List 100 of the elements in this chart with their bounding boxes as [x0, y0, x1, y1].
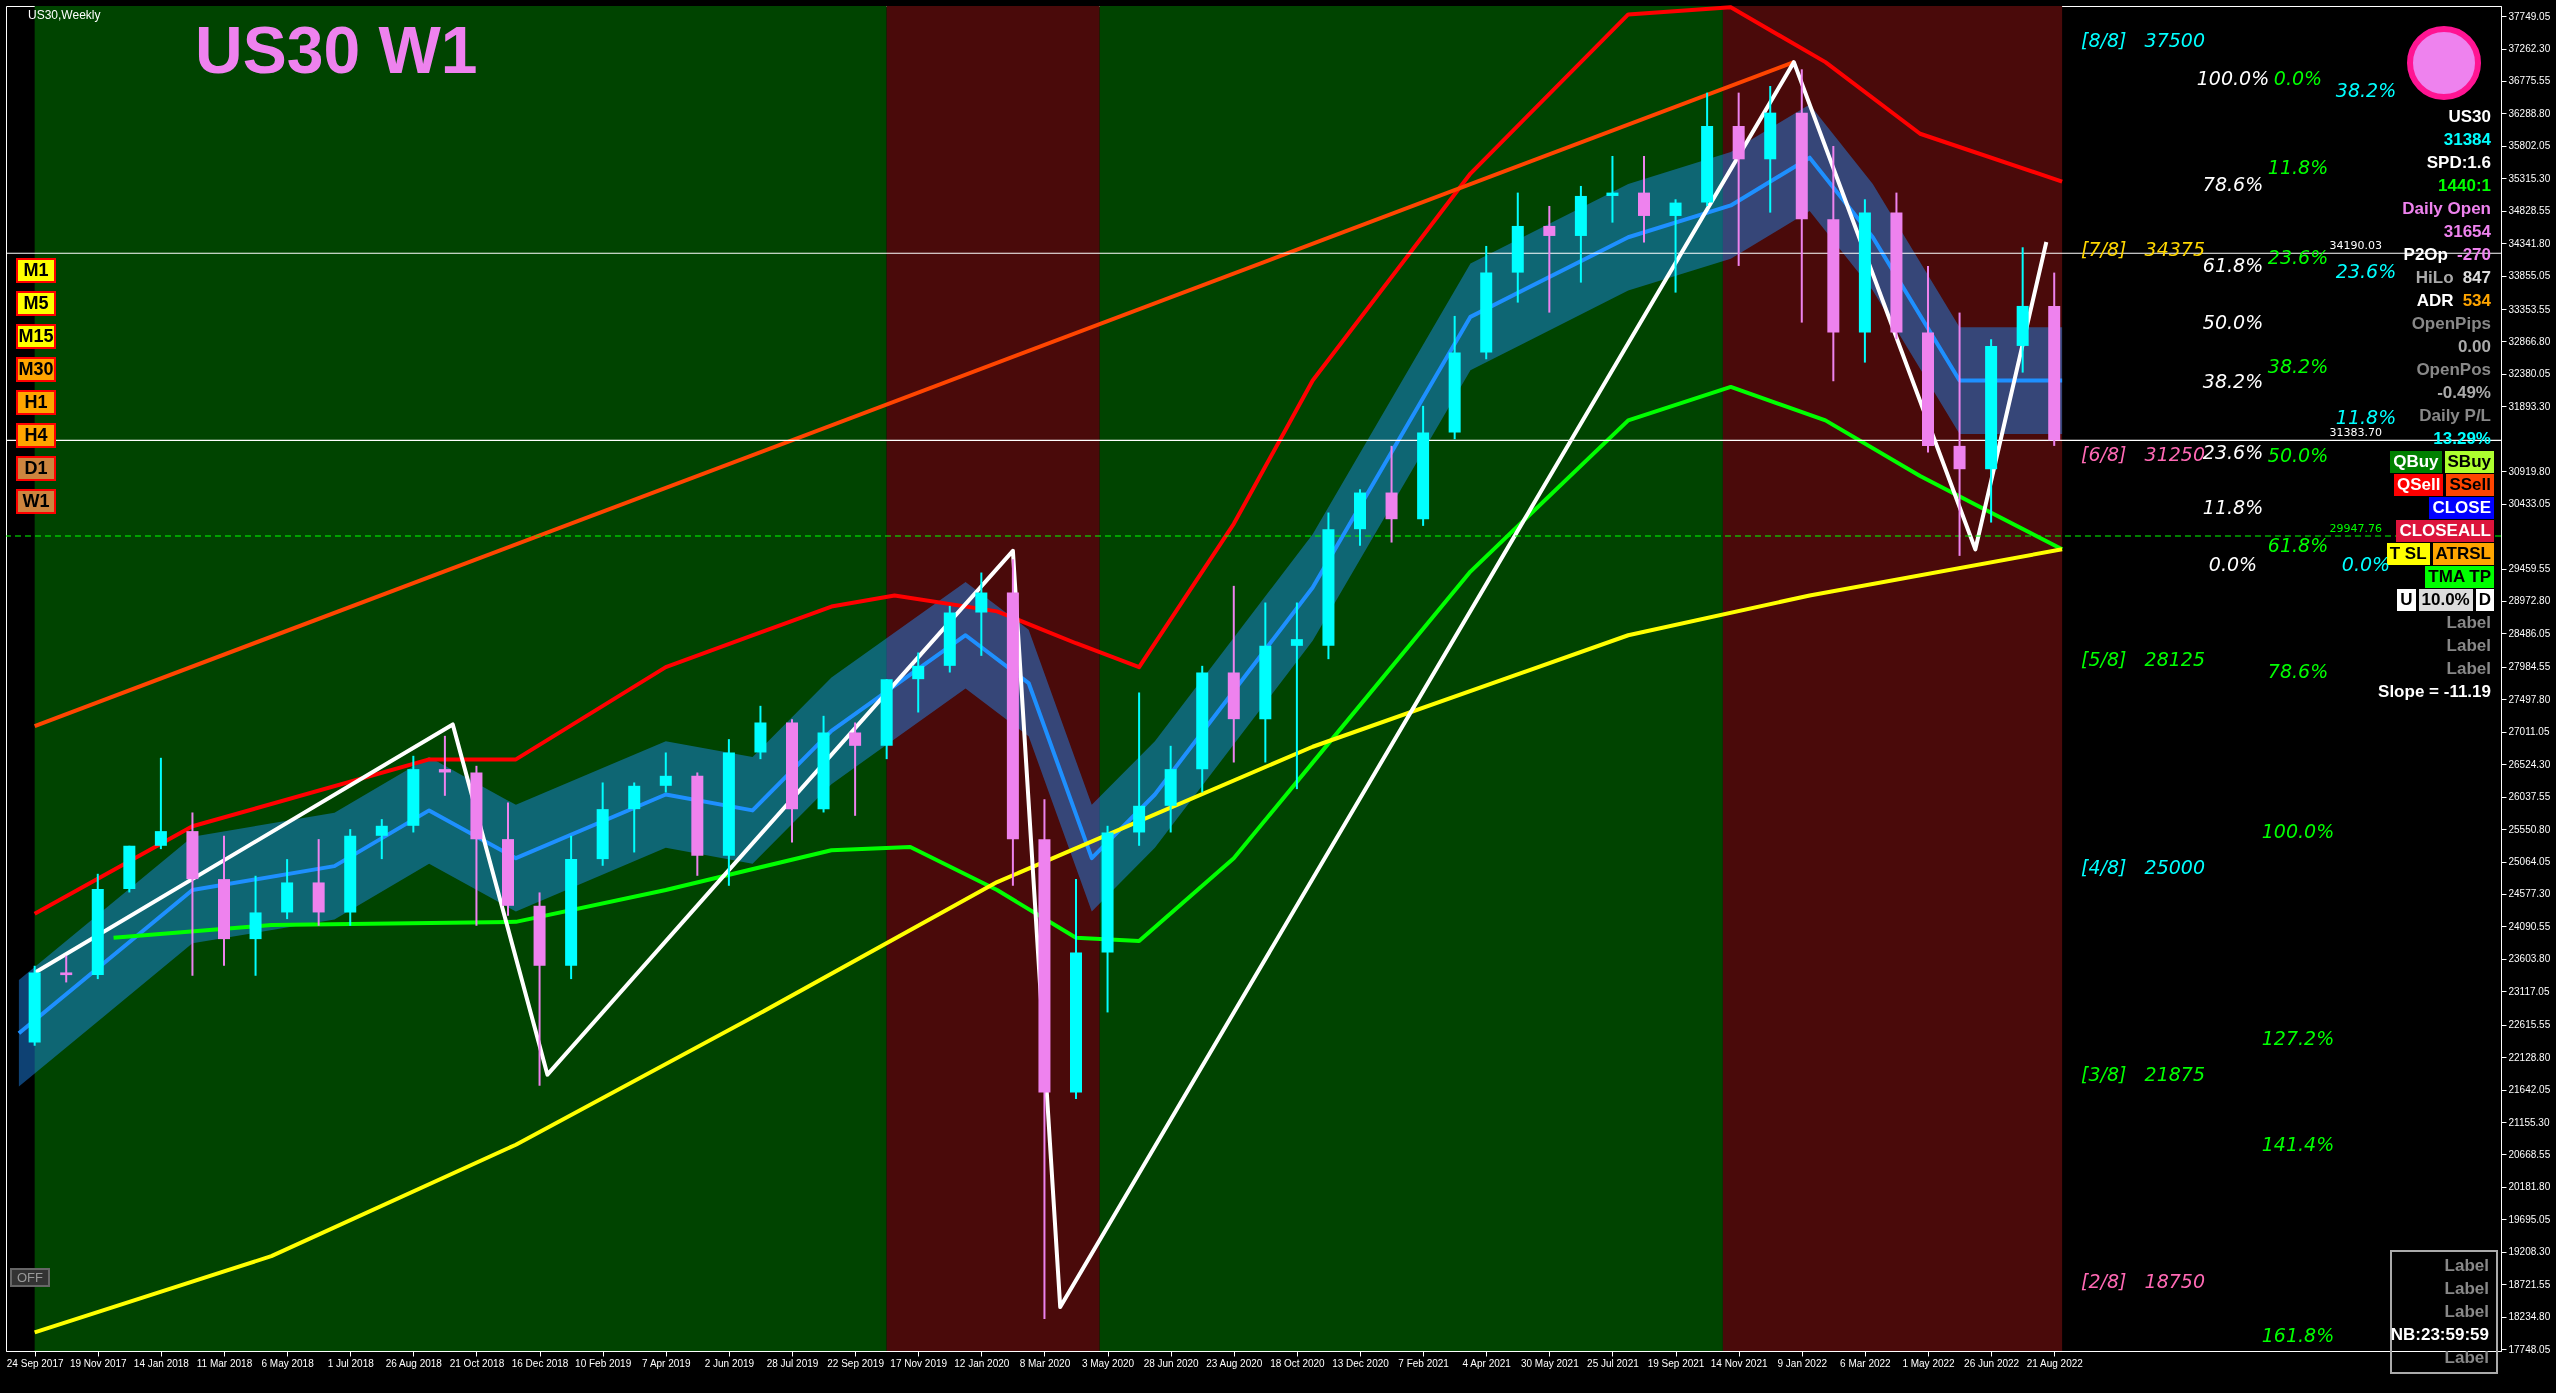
y-tick-label: 29459.55 [2508, 563, 2551, 575]
x-tick-label: 1 May 2022 [1902, 1357, 1956, 1369]
x-tick-label: 23 Aug 2020 [1206, 1357, 1263, 1369]
y-tick-label: 33855.05 [2508, 270, 2551, 282]
x-tick-label: 26 Aug 2018 [385, 1357, 443, 1369]
annotation: 38.2% [2267, 355, 2329, 378]
annotation: 38.2% [2335, 78, 2397, 101]
annotation: Daily P/L [2418, 405, 2492, 427]
timeframe-button: M1 [16, 258, 56, 283]
annotation: 61.8% [2202, 253, 2264, 276]
x-tick-label: 14 Nov 2021 [1710, 1357, 1768, 1369]
annotation: ADR [2415, 290, 2455, 312]
annotation: 38.2% [2202, 370, 2264, 393]
candlestick [60, 954, 73, 984]
x-tick-label: 19 Nov 2017 [69, 1357, 128, 1369]
x-tick-label: 28 Jul 2019 [766, 1357, 819, 1369]
y-tick-label: 18721.55 [2508, 1278, 2551, 1290]
y-tick-label: 25550.80 [2508, 823, 2551, 835]
y-tick-label: 24090.55 [2508, 920, 2551, 932]
annotation: 100.0% [2196, 67, 2270, 90]
button: QSell [2393, 474, 2444, 496]
x-tick-label: 19 Sep 2021 [1647, 1357, 1705, 1369]
ref-line-label: 31383.70 [2329, 426, 2382, 440]
annotation: 31384 [2442, 129, 2492, 151]
chart-title: US30 W1 [195, 12, 478, 88]
y-tick-label: 30433.05 [2508, 498, 2551, 510]
y-tick-label: 20668.55 [2508, 1148, 2551, 1160]
annotation: 61.8% [2267, 534, 2329, 557]
button: TMA TP [2425, 566, 2494, 588]
timeframe-button: M5 [16, 291, 56, 316]
candlestick [1606, 154, 1619, 224]
annotation: OpenPips [2410, 313, 2492, 335]
button: CLOSE [2429, 497, 2494, 519]
y-tick-label: 27497.80 [2508, 693, 2551, 705]
x-tick-label: 1 Jul 2018 [327, 1357, 375, 1369]
annotation: Label [2443, 1347, 2490, 1369]
annotation: 1440:1 [2437, 175, 2492, 197]
x-tick-label: 2 Jun 2019 [704, 1357, 755, 1369]
annotation: Label [2443, 1278, 2490, 1300]
x-tick-label: 12 Jan 2020 [954, 1357, 1010, 1369]
x-tick-label: 6 Mar 2022 [1840, 1357, 1892, 1369]
annotation: Label [2445, 658, 2492, 680]
annotation: 23.6% [2202, 441, 2264, 464]
y-tick-label: 36775.55 [2508, 75, 2551, 87]
button: U [2397, 589, 2416, 611]
timeframe-button: M30 [16, 357, 56, 382]
button: QBuy [2390, 451, 2442, 473]
annotation: 23.6% [2335, 259, 2397, 282]
annotation: Label [2443, 1255, 2490, 1277]
y-tick-label: 37262.30 [2508, 43, 2551, 54]
x-tick-label: 18 Oct 2020 [1270, 1357, 1326, 1369]
candlestick [849, 721, 862, 817]
y-tick-label: 23117.05 [2508, 985, 2550, 997]
annotation: OpenPos [2415, 359, 2492, 381]
x-tick-label: 28 Jun 2020 [1143, 1357, 1200, 1369]
annotation: 31654 [2442, 221, 2492, 243]
annotation: [8/8] 37500 [2081, 29, 2205, 52]
candlestick [628, 781, 641, 854]
x-tick-label: 11 Mar 2018 [196, 1357, 253, 1369]
button: 10.0% [2418, 589, 2473, 611]
y-tick-label: 22615.55 [2508, 1019, 2551, 1031]
annotation: 11.8% [2267, 156, 2329, 179]
y-tick-label: 28486.05 [2508, 627, 2551, 639]
y-tick-label: 22128.80 [2508, 1051, 2551, 1063]
y-tick-label: 35315.30 [2508, 172, 2551, 184]
candlestick [659, 751, 672, 794]
timeframe-button: W1 [16, 489, 56, 514]
y-tick-label: 18234.80 [2508, 1311, 2551, 1323]
annotation: HiLo [2414, 267, 2455, 289]
annotation: 0.0% [2208, 552, 2258, 575]
x-tick-label: 21 Oct 2018 [449, 1357, 505, 1369]
annotation: 161.8% [2261, 1324, 2335, 1347]
y-tick-label: 26037.55 [2508, 791, 2551, 803]
x-tick-label: 7 Feb 2021 [1398, 1357, 1450, 1369]
annotation: Label [2445, 635, 2492, 657]
y-tick-label: 31893.30 [2508, 400, 2551, 412]
x-tick-label: 13 Dec 2020 [1332, 1357, 1390, 1369]
y-tick-label: 24577.30 [2508, 888, 2551, 900]
y-tick-label: 21155.30 [2508, 1116, 2550, 1128]
y-tick-label: 19695.05 [2508, 1213, 2551, 1225]
x-tick-label: 25 Jul 2021 [1587, 1357, 1640, 1369]
candlestick [1638, 154, 1650, 244]
y-tick-label: 26524.30 [2508, 758, 2551, 770]
annotation: Label [2443, 1301, 2490, 1323]
annotation: [4/8] 25000 [2081, 855, 2205, 878]
y-tick-label: 19208.30 [2508, 1246, 2551, 1258]
timeframe-button: D1 [16, 456, 56, 481]
y-tick-label: 36288.80 [2508, 107, 2551, 119]
annotation: [3/8] 21875 [2081, 1062, 2205, 1085]
y-tick-label: 25064.05 [2508, 856, 2551, 868]
y-tick-label: 32866.80 [2508, 335, 2551, 347]
chart-subtitle: US30,Weekly [28, 8, 101, 22]
candlestick [438, 734, 451, 797]
annotation: 0.0% [2273, 67, 2323, 90]
annotation: [5/8] 28125 [2081, 648, 2205, 671]
y-tick-label: 35802.05 [2508, 140, 2551, 152]
candlestick [975, 571, 988, 657]
annotation: 847 [2461, 267, 2492, 289]
x-tick-label: 9 Jan 2022 [1777, 1357, 1828, 1369]
y-tick-label: 32380.05 [2508, 368, 2551, 380]
